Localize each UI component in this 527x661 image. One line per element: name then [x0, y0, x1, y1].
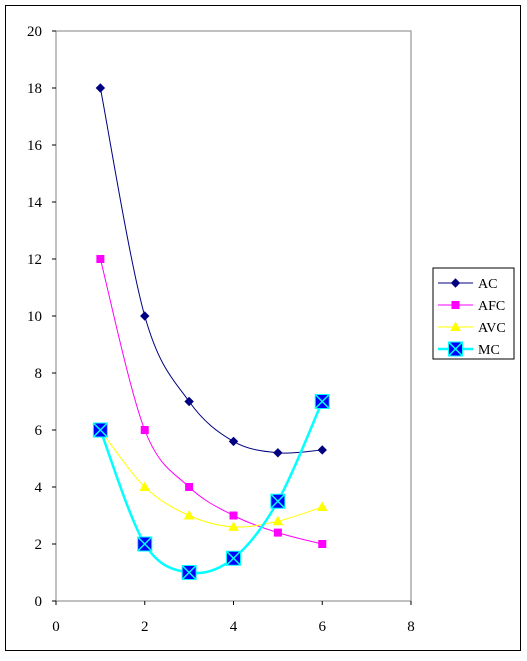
data-point-ac	[95, 83, 106, 93]
data-point-ac	[140, 311, 150, 321]
marker-cross	[447, 341, 464, 357]
data-point-ac	[273, 448, 283, 458]
legend-marker-avc	[450, 321, 461, 331]
x-tick-label: 2	[141, 619, 149, 635]
data-point-mc	[181, 564, 197, 581]
y-tick-label: 10	[27, 309, 42, 325]
legend-item-avc: AVC	[438, 321, 506, 336]
series-line-mc	[99, 400, 324, 575]
data-point-avc	[139, 481, 151, 491]
data-point-ac	[184, 396, 194, 407]
series-line-avc	[99, 429, 323, 528]
legend-label-ac: AC	[478, 277, 497, 292]
x-tick-label: 4	[230, 619, 238, 635]
legend-item-ac: AC	[438, 277, 497, 292]
data-point-avc	[316, 501, 328, 511]
legend-item-mc: MC	[438, 341, 500, 358]
x-tick-label: 6	[319, 619, 327, 635]
y-tick-label: 16	[27, 138, 43, 154]
data-point-mc	[92, 422, 108, 438]
marker-cross	[137, 536, 153, 552]
marker-cross	[270, 493, 286, 509]
data-point-mc	[225, 550, 242, 566]
data-point-ac	[228, 436, 239, 447]
y-tick-label: 8	[35, 366, 43, 382]
y-tick-label: 18	[27, 81, 42, 97]
data-point-afc	[185, 483, 194, 491]
y-tick-label: 14	[27, 195, 43, 211]
legend-item-afc: AFC	[438, 299, 505, 314]
series-mc	[92, 393, 330, 581]
legend-label-mc: MC	[478, 343, 500, 358]
marker-cross	[314, 393, 330, 410]
legend-label-afc: AFC	[478, 299, 505, 314]
x-tick-label: 8	[407, 619, 415, 635]
series-afc	[96, 255, 327, 548]
axes: 0 2 4 6 8 10 12 14 16 18 20 0 2 4 6 8	[27, 24, 415, 635]
legend: AC AFC AVC MC	[432, 267, 515, 360]
marker-cross	[181, 564, 197, 581]
legend-marker-afc	[451, 301, 460, 309]
data-point-afc	[318, 540, 327, 548]
data-point-mc	[314, 393, 330, 410]
y-tick-label: 0	[35, 594, 43, 610]
data-point-afc	[140, 426, 149, 434]
plot-area	[55, 30, 412, 602]
y-tick-label: 2	[35, 537, 43, 553]
series-group	[92, 83, 330, 581]
y-tick-label: 6	[35, 423, 43, 439]
data-point-mc	[137, 536, 153, 552]
data-point-ac	[317, 445, 327, 455]
data-point-afc	[229, 511, 238, 520]
marker-cross	[225, 550, 242, 566]
data-point-mc	[270, 493, 286, 509]
legend-marker-mc	[447, 341, 464, 357]
data-point-avc	[272, 515, 284, 526]
legend-marker-ac	[450, 278, 461, 288]
series-ac	[95, 83, 327, 458]
data-point-afc	[273, 528, 282, 537]
marker-cross	[92, 422, 108, 438]
data-point-afc	[96, 255, 105, 263]
data-point-avc	[228, 521, 239, 531]
data-point-avc	[183, 509, 195, 520]
y-tick-label: 20	[27, 24, 42, 40]
y-tick-label: 12	[27, 252, 42, 268]
y-tick-label: 4	[35, 480, 43, 496]
x-tick-label: 0	[52, 619, 60, 635]
legend-label-avc: AVC	[478, 321, 506, 336]
